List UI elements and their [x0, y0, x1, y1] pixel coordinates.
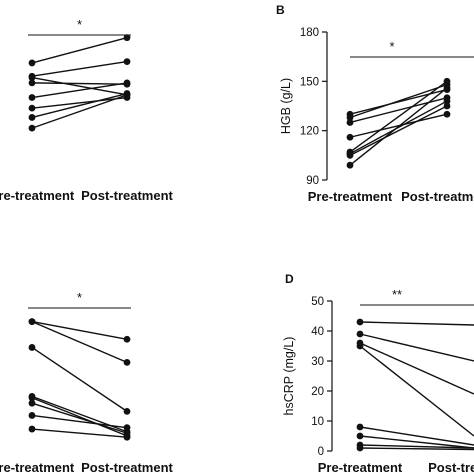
panel-A-significance-mark: *: [77, 17, 82, 32]
panel-B-pre-point: [346, 119, 354, 126]
panel-A-pre-point: [28, 79, 36, 87]
panel-D-pre-point: [356, 318, 364, 326]
panel-C-post-point: [123, 359, 131, 366]
panel-B-post-point: [443, 110, 451, 118]
panel-C-significance-mark: *: [77, 290, 82, 305]
panel-C-category-label: Pre-treatment: [0, 460, 75, 474]
panel-D-series-line: [359, 435, 474, 449]
panel-A-series-line: [31, 82, 128, 85]
panel-D-series-line: [359, 444, 474, 449]
panel-B-post-point: [443, 102, 451, 110]
panel-D-pre-point: [356, 423, 364, 431]
panel-D-category-label: Post-treatment: [428, 460, 474, 474]
panel-D-pre-point: [356, 330, 364, 338]
panel-D-letter: D: [285, 272, 294, 286]
panel-D-significance-mark: **: [392, 287, 402, 302]
panel-D-y-tick-label: 50: [311, 296, 324, 308]
panel-B-series-line: [349, 80, 448, 153]
panel-D-series-line: [359, 447, 474, 451]
panel-C-pre-point: [28, 318, 36, 325]
panel-B-y-axis-title: HGB (g/L): [279, 78, 293, 134]
panel-D-series-line: [359, 426, 474, 446]
panel-B-y-tick-label: 150: [300, 76, 319, 88]
panel-A-pre-point: [28, 59, 36, 67]
panel-C-pre-point: [28, 425, 36, 433]
panel-A-series-line: [31, 60, 128, 77]
panel-C-post-point: [123, 407, 131, 415]
panel-D-pre-point: [356, 432, 364, 440]
panel-D-y-axis-title: hsCRP (mg/L): [282, 337, 296, 416]
panel-B-pre-point: [346, 151, 354, 159]
panel-C-post-point: [123, 433, 131, 441]
panel-C-post-point: [123, 335, 131, 343]
panel-D-series-line: [359, 345, 474, 437]
panel-D-series-line: [359, 321, 474, 326]
panel-A-series-line: [31, 76, 128, 96]
panel-A-pre-point: [28, 74, 36, 81]
panel-D-y-tick-label: 40: [311, 326, 324, 338]
panel-B-y-tick-label: 120: [300, 126, 319, 138]
panel-C-series-line: [31, 346, 128, 412]
panel-A-pre-point: [28, 124, 36, 132]
panel-B-series-line: [349, 83, 448, 119]
panel-C-category-label: Post-treatment: [81, 460, 173, 474]
panel-B-post-point: [443, 77, 451, 85]
panel-B-series-line: [349, 97, 448, 124]
panel-A-series-line: [31, 82, 128, 99]
panel-C-pre-point: [28, 399, 36, 407]
panel-B-category-label: Post-treatment: [401, 189, 474, 204]
panel-D-pre-point: [356, 342, 364, 350]
panel-C-post-point: [123, 424, 131, 432]
panel-C-series-line: [31, 320, 128, 340]
panel-A-post-point: [123, 34, 131, 42]
panel-A-post-point: [123, 79, 131, 87]
panel-C-pre-point: [28, 412, 36, 419]
panel-D-y-tick-label: 0: [318, 446, 324, 458]
panel-C-series-line: [31, 428, 128, 438]
panel-D-y-tick-label: 30: [311, 356, 324, 368]
panel-C-pre-point: [28, 344, 36, 351]
panel-A-post-point: [123, 91, 131, 99]
panel-B-post-point: [443, 84, 451, 92]
panel-D-series-line: [359, 333, 474, 362]
panel-A-category-label: Pre-treatment: [0, 188, 75, 203]
panel-B-category-label: Pre-treatment: [308, 189, 393, 204]
panel-B-pre-point: [346, 161, 354, 169]
panel-B-letter: B: [276, 3, 285, 17]
panel-B-pre-point: [346, 133, 354, 141]
panel-B-y-tick-label: 90: [306, 175, 319, 187]
panel-C-series-line: [31, 402, 128, 434]
panel-A-pre-point: [28, 104, 36, 112]
panel-D-series-line: [359, 342, 474, 395]
panel-A-post-point: [123, 58, 131, 65]
panel-C-series-line: [31, 320, 128, 364]
panel-D-category-label: Pre-treatment: [318, 460, 403, 474]
panel-D-pre-point: [356, 444, 364, 452]
panel-A-series-line: [31, 96, 128, 109]
panel-A-series-line: [31, 92, 128, 119]
panel-A-pre-point: [28, 114, 36, 121]
panel-B-post-point: [443, 97, 451, 105]
panel-C-pre-point: [28, 394, 36, 402]
panel-B-significance-mark: *: [389, 39, 394, 54]
panel-A-pre-point: [28, 94, 36, 101]
panel-A-category-label: Post-treatment: [81, 188, 173, 203]
panel-D-y-tick-label: 10: [311, 416, 324, 428]
panel-D-y-tick-label: 20: [311, 386, 324, 398]
panel-C-series-line: [31, 397, 128, 437]
panel-B-series-line: [349, 87, 448, 166]
panel-B-pre-point: [346, 114, 354, 121]
panel-C-series-line: [31, 414, 128, 429]
panel-B-y-tick-label: 180: [300, 27, 319, 39]
panel-B-series-line: [349, 105, 448, 156]
panel-A-series-line: [31, 94, 128, 129]
panel-A-series-line: [31, 36, 128, 64]
